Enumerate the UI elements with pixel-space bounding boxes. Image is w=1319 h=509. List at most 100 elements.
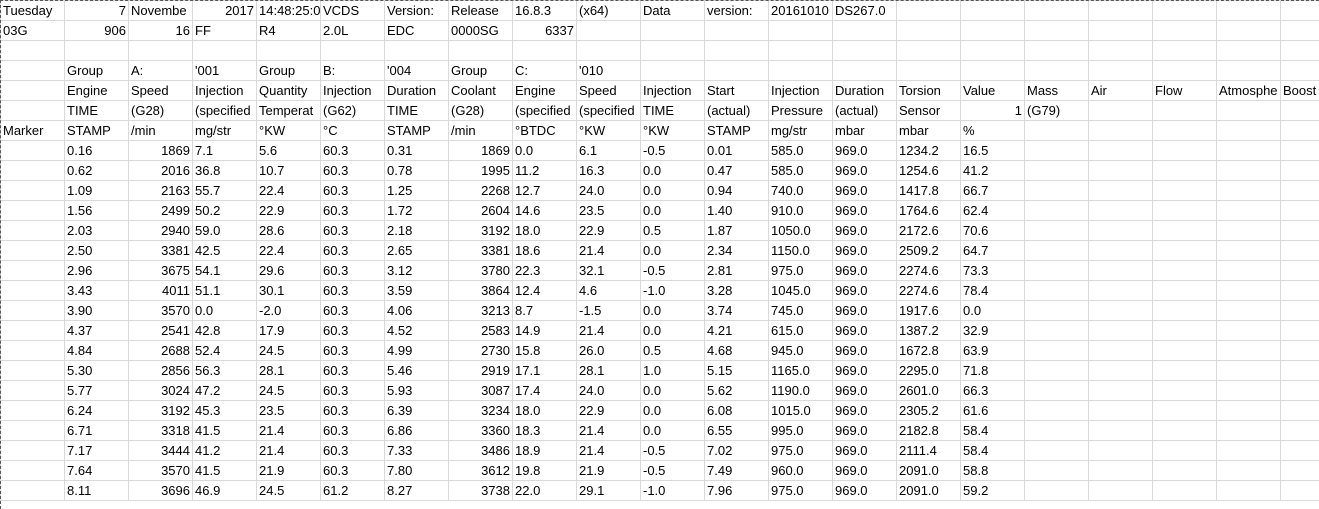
cell[interactable]: 3738 <box>448 480 513 501</box>
cell[interactable] <box>768 20 833 41</box>
cell[interactable]: (G28) <box>448 100 513 121</box>
cell[interactable]: 0.0 <box>640 180 705 201</box>
cell[interactable]: 969.0 <box>832 420 897 441</box>
cell[interactable]: 28.1 <box>576 360 641 381</box>
cell[interactable]: 2016 <box>128 160 193 181</box>
cell[interactable]: 0.0 <box>640 400 705 421</box>
cell[interactable]: 0.78 <box>384 160 449 181</box>
cell[interactable] <box>1024 360 1089 381</box>
cell[interactable]: 6.71 <box>64 420 129 441</box>
cell[interactable]: 975.0 <box>768 440 833 461</box>
cell[interactable] <box>1152 280 1217 301</box>
cell[interactable] <box>1216 440 1281 461</box>
cell[interactable] <box>1280 440 1319 461</box>
cell[interactable]: 60.3 <box>320 380 385 401</box>
cell[interactable]: 22.4 <box>256 180 321 201</box>
cell[interactable]: Injection <box>192 80 257 101</box>
cell[interactable]: 2856 <box>128 360 193 381</box>
cell[interactable]: Torsion <box>896 80 961 101</box>
cell[interactable]: °KW <box>640 120 705 141</box>
cell[interactable]: 0.0 <box>640 240 705 261</box>
cell[interactable]: mbar <box>832 120 897 141</box>
cell[interactable] <box>1088 240 1153 261</box>
cell[interactable]: DS267.0 <box>832 0 897 21</box>
cell[interactable]: 32.9 <box>960 320 1025 341</box>
cell[interactable]: 58.4 <box>960 440 1025 461</box>
cell[interactable]: EDC <box>384 20 449 41</box>
cell[interactable] <box>1152 140 1217 161</box>
cell[interactable]: Injection <box>320 80 385 101</box>
cell[interactable]: 3.59 <box>384 280 449 301</box>
cell[interactable]: Quantity <box>256 80 321 101</box>
cell[interactable] <box>0 220 65 241</box>
cell[interactable]: 7.17 <box>64 440 129 461</box>
cell[interactable] <box>896 60 961 81</box>
cell[interactable]: 60.3 <box>320 160 385 181</box>
cell[interactable]: 1417.8 <box>896 180 961 201</box>
cell[interactable]: 960.0 <box>768 460 833 481</box>
cell[interactable]: 0.5 <box>640 220 705 241</box>
cell[interactable]: 2.03 <box>64 220 129 241</box>
cell[interactable]: 1.0 <box>640 360 705 381</box>
cell[interactable]: 8.11 <box>64 480 129 501</box>
cell[interactable] <box>0 280 65 301</box>
cell[interactable] <box>1152 300 1217 321</box>
cell[interactable]: 615.0 <box>768 320 833 341</box>
cell[interactable] <box>1152 200 1217 221</box>
cell[interactable] <box>1216 380 1281 401</box>
cell[interactable]: 41.2 <box>192 440 257 461</box>
cell[interactable]: 16.8.3 <box>512 0 577 21</box>
cell[interactable]: 23.5 <box>256 400 321 421</box>
cell[interactable]: 78.4 <box>960 280 1025 301</box>
cell[interactable] <box>0 100 65 121</box>
cell[interactable] <box>384 40 449 61</box>
cell[interactable] <box>1152 320 1217 341</box>
cell[interactable]: A: <box>128 60 193 81</box>
cell[interactable]: 4.52 <box>384 320 449 341</box>
cell[interactable]: 60.3 <box>320 300 385 321</box>
cell[interactable] <box>1024 340 1089 361</box>
cell[interactable]: 4.37 <box>64 320 129 341</box>
cell[interactable]: 17.1 <box>512 360 577 381</box>
cell[interactable] <box>1152 220 1217 241</box>
cell[interactable]: 1.72 <box>384 200 449 221</box>
cell[interactable]: 24.0 <box>576 180 641 201</box>
cell[interactable] <box>1280 360 1319 381</box>
cell[interactable]: STAMP <box>384 120 449 141</box>
cell[interactable] <box>1152 180 1217 201</box>
cell[interactable]: 969.0 <box>832 320 897 341</box>
cell[interactable]: 60.3 <box>320 200 385 221</box>
cell[interactable]: Version: <box>384 0 449 21</box>
cell[interactable]: 945.0 <box>768 340 833 361</box>
cell[interactable] <box>1088 360 1153 381</box>
cell[interactable]: 2017 <box>192 0 257 21</box>
cell[interactable]: 58.4 <box>960 420 1025 441</box>
cell[interactable]: 2604 <box>448 200 513 221</box>
cell[interactable]: 60.3 <box>320 340 385 361</box>
cell[interactable]: 4.6 <box>576 280 641 301</box>
cell[interactable]: 8.27 <box>384 480 449 501</box>
cell[interactable]: 46.9 <box>192 480 257 501</box>
cell[interactable]: 66.7 <box>960 180 1025 201</box>
cell[interactable]: 26.0 <box>576 340 641 361</box>
cell[interactable] <box>1280 140 1319 161</box>
cell[interactable] <box>1152 0 1217 21</box>
cell[interactable]: -0.5 <box>640 140 705 161</box>
cell[interactable] <box>1216 260 1281 281</box>
cell[interactable] <box>768 60 833 81</box>
cell[interactable]: 969.0 <box>832 260 897 281</box>
cell[interactable]: 969.0 <box>832 400 897 421</box>
cell[interactable] <box>1152 20 1217 41</box>
cell[interactable]: 1190.0 <box>768 380 833 401</box>
cell[interactable] <box>1088 40 1153 61</box>
cell[interactable]: 7.02 <box>704 440 769 461</box>
cell[interactable] <box>1216 180 1281 201</box>
cell[interactable]: 2.0L <box>320 20 385 41</box>
cell[interactable] <box>1216 140 1281 161</box>
cell[interactable]: 3192 <box>128 400 193 421</box>
cell[interactable]: Group <box>64 60 129 81</box>
cell[interactable]: % <box>960 120 1025 141</box>
cell[interactable]: 24.5 <box>256 480 321 501</box>
cell[interactable] <box>0 140 65 161</box>
cell[interactable]: 6.1 <box>576 140 641 161</box>
